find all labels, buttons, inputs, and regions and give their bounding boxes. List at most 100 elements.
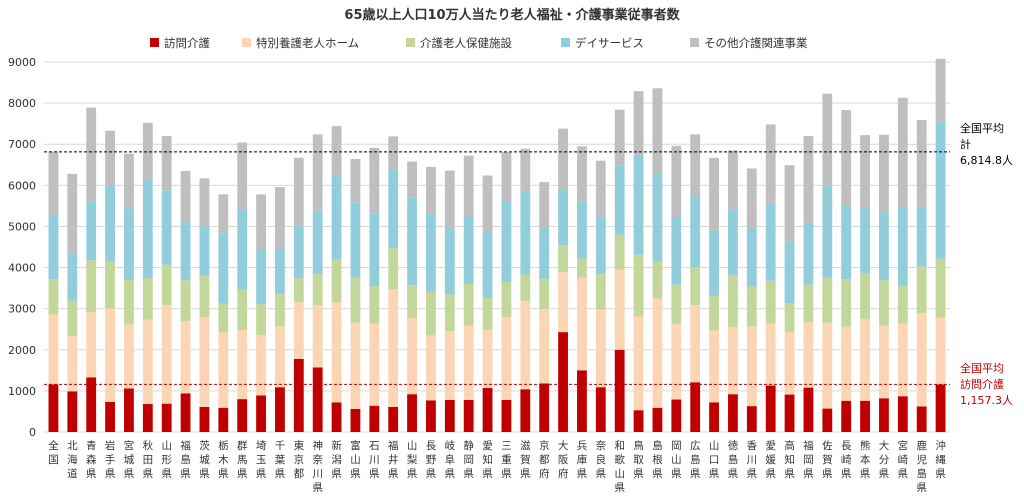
bar-segment-3 <box>463 216 474 284</box>
bar-segment-4 <box>256 194 266 250</box>
x-category-label: 兵庫県 <box>577 439 588 480</box>
bar-segment-2 <box>237 289 248 331</box>
bar-segment-4 <box>841 110 852 206</box>
bar-segment-0 <box>520 389 531 432</box>
bar-segment-4 <box>199 178 210 227</box>
bar-segment-1 <box>577 277 587 371</box>
bar-segment-0 <box>426 400 436 432</box>
bar-segment-3 <box>784 241 795 304</box>
gridlines <box>44 61 950 433</box>
bar-segment-3 <box>350 202 361 278</box>
bar-segment-4 <box>105 130 115 187</box>
y-tick-label: 6000 <box>8 179 36 192</box>
bar-segment-2 <box>369 286 380 324</box>
bar-segment-2 <box>633 254 644 317</box>
bar-segment-1 <box>803 322 814 388</box>
bar-segment-3 <box>293 225 304 279</box>
bar-segment-1 <box>897 323 908 397</box>
bar-segment-4 <box>595 160 606 218</box>
bar-segment-0 <box>652 407 663 432</box>
x-category-label: 宮崎県 <box>898 439 909 480</box>
bar-segment-2 <box>520 274 531 301</box>
bar-segment-1 <box>407 318 417 395</box>
bar-segment-0 <box>142 404 153 432</box>
bar-segment-0 <box>161 403 172 432</box>
bar-segment-1 <box>199 317 210 407</box>
bar-segment-3 <box>237 210 248 290</box>
bar-segment-2 <box>218 303 229 333</box>
y-tick-label: 3000 <box>8 303 36 316</box>
bar-segment-2 <box>293 278 304 303</box>
bar-segment-2 <box>444 294 455 332</box>
bar-segment-3 <box>426 213 436 292</box>
bar-segment-2 <box>350 277 361 323</box>
bar-segment-1 <box>275 326 285 388</box>
bar-segment-4 <box>350 159 361 203</box>
bar-segment-4 <box>879 134 889 213</box>
bar-segment-0 <box>558 332 568 432</box>
bar-segment-4 <box>369 147 380 214</box>
bar-segment-1 <box>558 272 568 333</box>
bar-segment-3 <box>256 249 266 305</box>
bar-segment-4 <box>86 107 97 202</box>
bar-segment-3 <box>86 201 97 261</box>
bar-segment-3 <box>180 221 191 281</box>
x-category-label: 島根県 <box>652 439 663 480</box>
x-category-label: 長崎県 <box>841 440 852 480</box>
bar-segment-4 <box>765 124 776 204</box>
x-category-label: 沖縄県 <box>935 439 946 480</box>
bar-segment-4 <box>935 58 946 122</box>
bar-segment-2 <box>180 280 191 321</box>
x-category-label: 栃木県 <box>218 439 229 480</box>
bar-segment-0 <box>105 401 115 432</box>
bar-segment-0 <box>501 399 512 432</box>
x-category-label: 滋賀県 <box>520 439 531 480</box>
bar-segment-2 <box>614 234 625 270</box>
bar-segment-1 <box>350 322 361 409</box>
bar-segment-1 <box>539 308 550 384</box>
bar-segment-1 <box>520 300 531 390</box>
bar-segment-0 <box>841 400 852 432</box>
bar-segment-4 <box>180 170 191 222</box>
bar-segment-1 <box>426 335 436 401</box>
bar-segment-0 <box>86 377 97 432</box>
bar-segment-4 <box>142 122 153 180</box>
bar-segment-1 <box>916 313 927 407</box>
bar-segment-2 <box>67 300 78 336</box>
bar-segment-3 <box>633 154 644 255</box>
bar-segment-0 <box>444 399 455 432</box>
bar-segment-4 <box>728 150 738 210</box>
bar-segment-2 <box>690 267 701 305</box>
bar-segment-4 <box>746 168 757 229</box>
legend: 訪問介護 特別養護老人ホーム 介護老人保健施設 デイサービス その他介護関連事業 <box>150 36 808 50</box>
bar-segment-0 <box>822 408 833 432</box>
bar-segment-1 <box>501 317 512 400</box>
bar-segment-1 <box>671 323 682 400</box>
bar-segment-3 <box>897 207 908 287</box>
y-tick-label: 9000 <box>8 56 36 69</box>
y-tick-label: 1000 <box>8 385 36 398</box>
chart-title: 65歳以上人口10万人当たり老人福祉・介護事業従事者数 <box>344 7 680 23</box>
x-category-label: 岐阜県 <box>445 439 456 480</box>
bar-segment-3 <box>161 190 172 265</box>
bar-segment-4 <box>463 155 474 217</box>
bar-segment-2 <box>256 304 266 335</box>
bar-segment-4 <box>784 165 795 242</box>
bar-segment-2 <box>841 279 852 327</box>
bar-segment-0 <box>256 395 266 432</box>
bar-segment-0 <box>784 394 795 432</box>
bar-segment-3 <box>803 223 814 285</box>
bar-segment-4 <box>652 88 663 173</box>
bar-segment-4 <box>860 135 870 208</box>
x-category-label: 茨城県 <box>199 439 210 480</box>
bar-segment-2 <box>784 303 795 333</box>
bar-segment-0 <box>728 394 738 432</box>
bar-segment-1 <box>709 330 719 403</box>
bar-segment-1 <box>67 335 78 392</box>
bar-segment-3 <box>444 226 455 295</box>
bar-segment-0 <box>935 384 946 432</box>
bar-segment-3 <box>879 212 889 281</box>
bar-segment-1 <box>237 330 248 400</box>
bar-segment-2 <box>275 293 285 327</box>
bar-segment-2 <box>48 279 59 315</box>
